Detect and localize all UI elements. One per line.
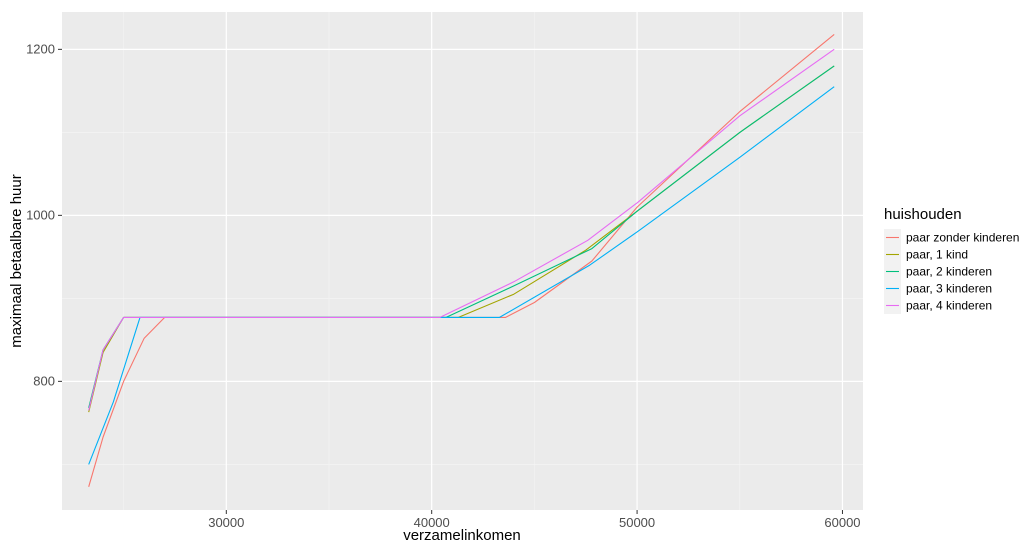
legend-label: paar zonder kinderen	[906, 231, 1019, 245]
y-axis-title: maximaal betaalbare huur	[8, 174, 25, 347]
y-tick-label: 1200	[26, 41, 55, 56]
series-line-4	[88, 86, 835, 465]
legend-items: paar zonder kinderen paar, 1 kind paar, 2 …	[884, 229, 1019, 314]
grid-major	[62, 12, 863, 510]
legend: huishouden paar zonder kinderen paar, 1 k…	[884, 206, 1019, 314]
legend-label: paar, 3 kinderen	[906, 282, 992, 296]
x-tick-label: 60000	[824, 515, 860, 530]
x-tick-label: 30000	[208, 515, 244, 530]
y-axis: 800 1000 1200	[26, 41, 62, 388]
legend-label: paar, 2 kinderen	[906, 265, 992, 279]
legend-label: paar, 4 kinderen	[906, 299, 992, 313]
legend-label: paar, 1 kind	[906, 248, 968, 262]
series-line-5	[88, 48, 835, 411]
y-tick-label: 800	[33, 373, 55, 388]
x-axis-title: verzamelinkomen	[403, 527, 521, 544]
series-lines	[88, 33, 835, 487]
grid-minor	[62, 12, 863, 510]
y-tick-label: 1000	[26, 207, 55, 222]
legend-title: huishouden	[884, 206, 962, 223]
x-tick-label: 50000	[619, 515, 655, 530]
x-tick-label: 40000	[414, 515, 450, 530]
x-axis: 30000 40000 50000 60000	[208, 510, 861, 530]
panel-background	[62, 12, 863, 510]
